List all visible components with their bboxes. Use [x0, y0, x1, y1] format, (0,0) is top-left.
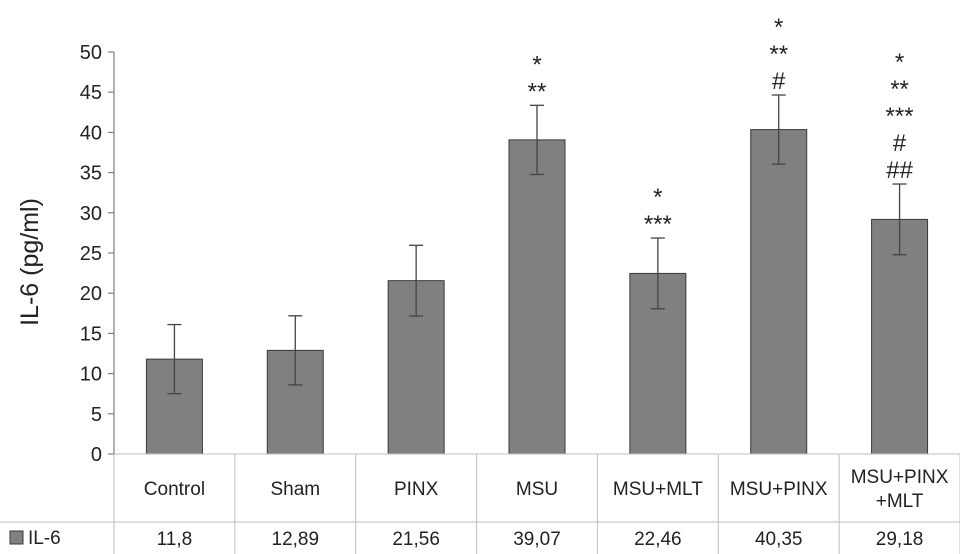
significance-mark: #	[893, 130, 907, 157]
y-tick-label: 30	[80, 203, 102, 225]
bar	[750, 129, 808, 455]
y-tick-label: 0	[91, 444, 102, 466]
y-tick-label: 20	[80, 283, 102, 305]
category-label: MSU	[516, 479, 558, 500]
y-tick-label: 35	[80, 163, 102, 185]
data-value-cell: 12,89	[272, 529, 320, 550]
significance-mark: **	[890, 76, 909, 103]
significance-mark: *	[532, 51, 541, 78]
significance-annotations: **********#******###	[528, 14, 914, 238]
significance-mark: **	[769, 41, 788, 68]
category-label: Control	[144, 479, 205, 500]
y-axis: 0 5 10 15 20 25 30 35 40 45 50	[80, 42, 115, 466]
significance-mark: #	[772, 68, 786, 95]
y-tick-label: 15	[80, 323, 102, 345]
legend-label: IL-6	[28, 528, 61, 549]
data-value-cell: 29,18	[876, 529, 924, 550]
category-label: +MLT	[876, 491, 924, 512]
data-value-cell: 22,46	[634, 529, 682, 550]
significance-mark: **	[528, 78, 547, 105]
y-tick-label: 40	[80, 122, 102, 144]
data-value-cell: 40,35	[755, 529, 803, 550]
bars	[145, 129, 929, 455]
legend-swatch	[9, 530, 24, 545]
data-table: Control Sham PINX MSU MSU+MLT MSU+PINX MSU+PIN…	[0, 453, 960, 554]
y-axis-label: IL-6 (pg/ml)	[16, 198, 44, 326]
significance-mark: *	[895, 49, 904, 76]
category-label: PINX	[394, 479, 439, 500]
significance-mark: ##	[886, 157, 913, 184]
category-label: MSU+PINX	[851, 467, 949, 488]
category-label: MSU+MLT	[613, 479, 703, 500]
y-tick-label: 10	[80, 364, 102, 386]
significance-mark: *	[653, 184, 662, 211]
y-tick-label: 45	[80, 82, 102, 104]
category-label: Sham	[270, 479, 320, 500]
error-bars	[167, 94, 907, 395]
data-value-cell: 11,8	[157, 529, 193, 550]
y-tick-label: 50	[80, 42, 102, 64]
bar	[508, 139, 566, 455]
y-tick-label: 25	[80, 243, 102, 265]
y-tick-label: 5	[91, 404, 102, 426]
significance-mark: ***	[886, 103, 914, 130]
category-label: MSU+PINX	[730, 479, 828, 500]
significance-mark: *	[774, 14, 783, 41]
significance-mark: ***	[644, 211, 672, 238]
data-value-cell: 21,56	[392, 529, 440, 550]
data-value-cell: 39,07	[513, 529, 561, 550]
